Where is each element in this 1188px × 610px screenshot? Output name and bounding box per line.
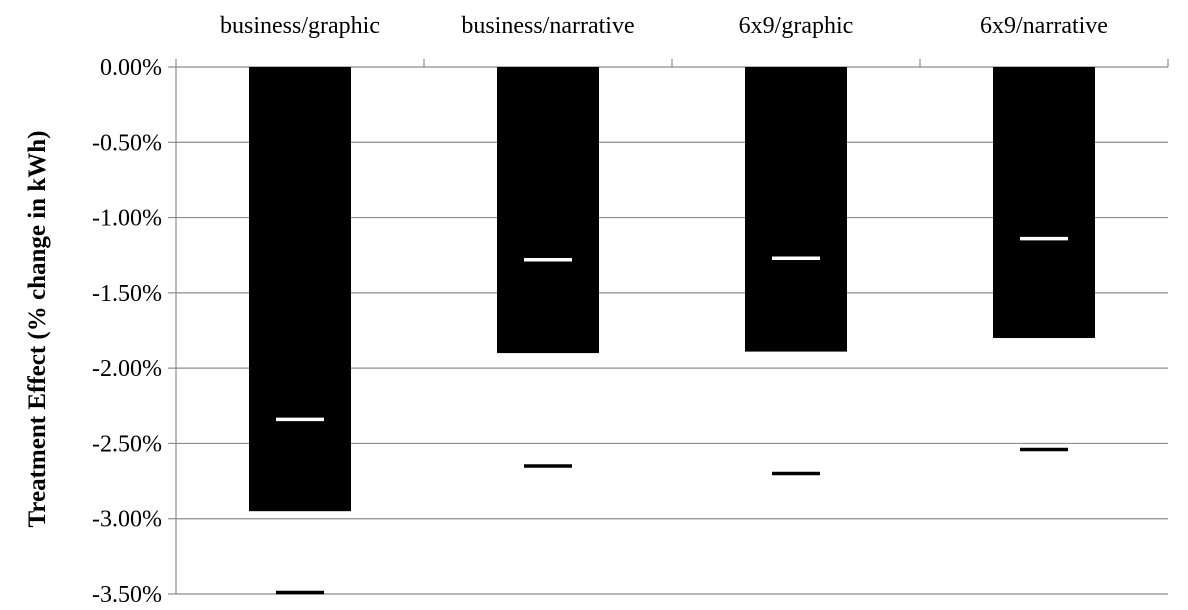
category-label: business/narrative xyxy=(461,13,634,39)
y-tick-label: -2.00% xyxy=(92,356,162,382)
bar xyxy=(497,67,599,354)
y-tick-label: -0.50% xyxy=(92,130,162,156)
y-tick-label: 0.00% xyxy=(100,55,162,81)
bar xyxy=(745,67,847,352)
bar xyxy=(249,67,351,512)
y-tick-label: -1.00% xyxy=(92,206,162,232)
y-tick-label: -3.00% xyxy=(92,507,162,533)
y-tick-label: -2.50% xyxy=(92,431,162,457)
bar xyxy=(993,67,1095,339)
y-tick-label: -1.50% xyxy=(92,281,162,307)
y-tick-label: -3.50% xyxy=(92,582,162,608)
y-axis-title: Treatment Effect (% change in kWh) xyxy=(24,131,51,528)
category-label: business/graphic xyxy=(220,13,380,39)
category-label: 6x9/narrative xyxy=(980,13,1108,39)
category-label: 6x9/graphic xyxy=(739,13,854,39)
